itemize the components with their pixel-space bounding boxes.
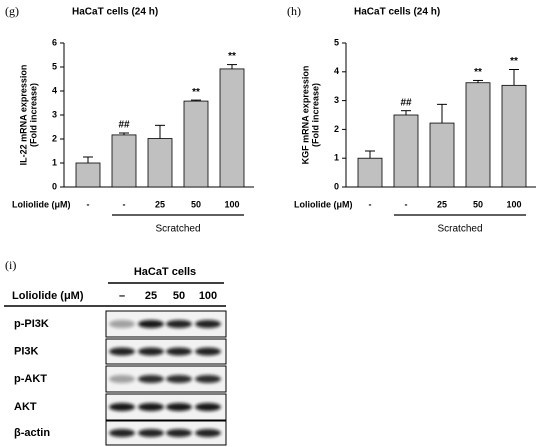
panel-label: (g) [5,4,19,18]
bar [111,134,137,188]
x-tick-label: 50 [473,199,483,209]
y-tick-label: 4 [52,85,57,95]
band [195,429,221,437]
x-tick-label: 100 [506,199,521,209]
y-tick-label: 0 [334,181,339,191]
y-axis-label: IL-22 mRNA expression [18,65,28,166]
bar [357,157,383,188]
band [195,320,221,328]
band [109,429,135,437]
band [138,375,164,383]
y-axis-label: KGF mRNA expression [300,66,310,165]
treatment-label: Loliolide (μM) [294,199,353,209]
x-tick-label: - [87,199,90,209]
row-label: β-actin [14,427,50,439]
x-tick-label: 50 [191,199,201,209]
chart-title: HaCaT cells (24 h) [72,7,158,18]
band [109,375,135,383]
lane-label: 100 [199,290,217,302]
x-tick-label: - [369,199,372,209]
bar [183,100,209,188]
y-tick-label: 0 [52,181,57,191]
band [109,347,135,356]
treatment-label: Loliolide (μM) [12,199,71,209]
lane-label: 50 [173,290,185,302]
y-tick-label: 4 [334,66,339,76]
x-tick-label: - [405,199,408,209]
significance-label: ## [400,97,412,108]
x-tick-label: - [123,199,126,209]
band [109,403,135,411]
lane-label: 25 [145,290,157,302]
x-tick-label: 100 [224,199,239,209]
band [138,429,164,437]
band [195,347,221,356]
blot-title: HaCaT cells [134,266,196,278]
y-axis-label: (Fold increase) [28,83,38,147]
significance-label: ** [228,51,236,62]
y-tick-label: 3 [52,109,57,119]
band [166,403,192,411]
band [166,347,192,356]
y-tick-label: 5 [52,61,57,71]
bar [465,82,491,188]
bar [147,138,173,188]
significance-label: ** [510,56,518,67]
band [195,403,221,411]
significance-label: ** [474,67,482,78]
y-tick-label: 2 [334,124,339,134]
treatment-label: Loliolide (μM) [12,290,84,302]
row-label: p-PI3K [14,318,49,330]
band [166,375,192,383]
band [138,347,164,356]
x-tick-label: 25 [155,199,165,209]
row-label: p-AKT [14,373,47,385]
y-tick-label: 6 [52,37,57,47]
band [166,429,192,437]
row-label: AKT [14,401,37,413]
chart-title: HaCaT cells (24 h) [354,7,440,18]
y-tick-label: 1 [52,157,57,167]
panel-label: (h) [287,4,301,18]
x-tick-label: 25 [437,199,447,209]
y-tick-label: 5 [334,37,339,47]
bar [219,68,245,188]
significance-label: ** [192,87,200,98]
lane-label: – [119,290,125,302]
y-tick-label: 1 [334,153,339,163]
significance-label: ## [118,120,130,131]
band [138,403,164,411]
row-label: PI3K [14,345,39,357]
bar [429,122,455,188]
band [109,320,135,328]
y-tick-label: 2 [52,133,57,143]
y-axis-label: (Fold increase) [310,83,320,147]
bar [75,162,101,188]
bar [501,84,527,188]
bar [393,114,419,188]
y-tick-label: 3 [334,95,339,105]
band [166,320,192,328]
panel-label: (i) [5,258,16,272]
band [138,320,164,328]
band [195,375,221,383]
group-label: Scratched [155,224,200,235]
group-label: Scratched [437,224,482,235]
